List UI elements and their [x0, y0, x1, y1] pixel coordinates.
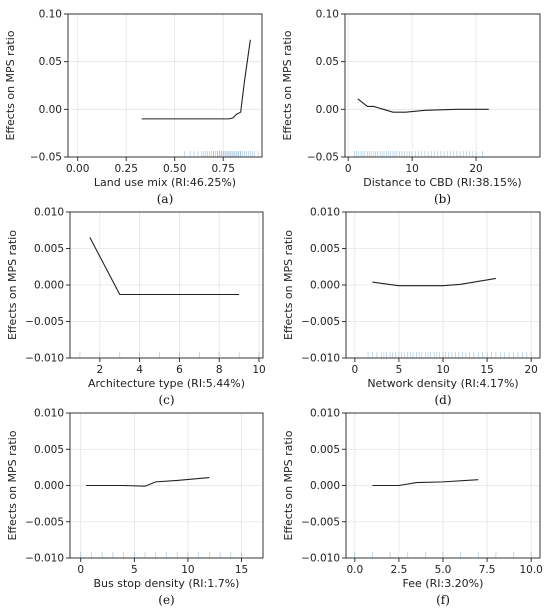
y-tick-label: 0.010 [310, 207, 340, 219]
x-tick-label: 10 [181, 564, 194, 576]
y-tick-label: 0.010 [34, 408, 64, 420]
effect-curve [372, 479, 479, 487]
y-tick-label: 0.00 [39, 104, 62, 116]
y-tick-label: −0.005 [301, 516, 340, 528]
x-axis-label: Bus stop density (RI:1.7%) [94, 577, 240, 590]
y-tick-label: 0.000 [34, 480, 64, 492]
y-tick-label: −0.010 [25, 353, 64, 365]
x-tick-label: 15 [235, 564, 248, 576]
y-axis-label: Effects on MPS ratio [6, 230, 19, 340]
y-tick-label: 0.000 [310, 480, 340, 492]
x-tick-label: 5.0 [435, 564, 452, 576]
x-tick-label: 0.0 [346, 564, 363, 576]
x-tick-label: 0.25 [115, 163, 138, 175]
y-tick-label: −0.05 [307, 152, 339, 164]
x-tick-label: 20 [469, 163, 482, 175]
x-axis-label: Fee (RI:3.20%) [403, 577, 484, 590]
x-axis-label: Network density (RI:4.17%) [367, 377, 518, 390]
y-tick-label: −0.010 [301, 353, 340, 365]
x-axis-label: Architecture type (RI:5.44%) [88, 377, 245, 390]
effect-curve [141, 39, 251, 120]
panel-e: 0 5 10 15 −0.010 −0.005 0.000 0.005 0.010 Bus sto… [6, 408, 264, 607]
x-tick-label: 0.50 [163, 163, 186, 175]
x-axis-label: Land use mix (RI:46.25%) [94, 176, 236, 189]
panel-letter: (b) [434, 192, 451, 206]
y-tick-label: −0.005 [301, 316, 340, 328]
x-tick-label: 0.75 [212, 163, 235, 175]
panel-letter: (e) [158, 593, 174, 607]
effect-curve [86, 476, 210, 487]
y-tick-label: −0.05 [30, 152, 62, 164]
panel-letter: (a) [157, 192, 174, 206]
axes-frame [344, 13, 541, 158]
x-tick-label: 0 [77, 564, 84, 576]
x-tick-label: 10 [436, 364, 449, 376]
y-tick-label: 0.005 [310, 444, 340, 456]
x-tick-label: 20 [524, 364, 537, 376]
y-tick-label: 0.10 [39, 9, 62, 21]
panel-d: 0 5 10 15 20 −0.010 −0.005 0.000 0.005 0.010 Netwo… [282, 207, 541, 407]
y-tick-label: 0.10 [316, 9, 339, 21]
x-tick-label: 10 [405, 163, 418, 175]
x-tick-label: 0 [351, 364, 358, 376]
x-tick-label: 6 [176, 364, 183, 376]
y-tick-label: 0.000 [310, 280, 340, 292]
panel-letter: (d) [434, 393, 451, 407]
panel-a: 0.00 0.25 0.50 0.75 −0.05 0.00 0.05 0.10 Land us… [4, 9, 263, 206]
y-axis-label: Effects on MPS ratio [282, 230, 295, 340]
panel-letter: (f) [436, 593, 450, 607]
y-tick-label: 0.00 [316, 104, 339, 116]
x-tick-label: 2 [97, 364, 104, 376]
y-tick-label: 0.010 [34, 207, 64, 219]
x-tick-label: 10 [252, 364, 265, 376]
x-tick-label: 0 [345, 163, 352, 175]
y-tick-label: 0.000 [34, 280, 64, 292]
y-axis-label: Effects on MPS ratio [6, 430, 19, 540]
x-tick-label: 7.5 [479, 564, 496, 576]
y-tick-label: 0.005 [310, 243, 340, 255]
panel-b: 0 10 20 −0.05 0.00 0.05 0.10 Distance to CBD (R… [281, 9, 541, 206]
y-tick-label: 0.005 [34, 243, 64, 255]
x-tick-label: 0.00 [66, 163, 89, 175]
effect-curve [89, 237, 240, 296]
y-tick-label: −0.010 [25, 553, 64, 565]
panel-letter: (c) [158, 393, 174, 407]
x-tick-label: 15 [480, 364, 493, 376]
y-axis-label: Effects on MPS ratio [281, 30, 294, 140]
effect-curve [357, 98, 489, 113]
x-tick-label: 5 [131, 564, 138, 576]
y-tick-label: 0.05 [39, 56, 62, 68]
panel-c: 2 4 6 8 10 −0.010 −0.005 0.000 0.005 0.010 Archite… [6, 207, 266, 408]
y-axis-label: Effects on MPS ratio [4, 30, 17, 140]
x-tick-label: 5 [396, 364, 403, 376]
x-tick-label: 4 [136, 364, 143, 376]
x-tick-label: 8 [216, 364, 223, 376]
y-tick-label: −0.005 [25, 516, 64, 528]
y-tick-label: 0.010 [310, 408, 340, 420]
axes-frame [67, 13, 263, 158]
effect-curve [372, 277, 496, 287]
y-axis-label: Effects on MPS ratio [282, 430, 295, 540]
y-tick-label: −0.005 [25, 316, 64, 328]
panel-f: 0.0 2.5 5.0 7.5 10.0 −0.010 −0.005 0.000 0.005 0.… [282, 408, 543, 608]
x-tick-label: 2.5 [391, 564, 408, 576]
y-tick-label: 0.05 [316, 56, 339, 68]
x-axis-label: Distance to CBD (RI:38.15%) [363, 176, 521, 189]
x-tick-label: 10.0 [519, 564, 542, 576]
y-tick-label: 0.005 [34, 444, 64, 456]
y-tick-label: −0.010 [301, 553, 340, 565]
